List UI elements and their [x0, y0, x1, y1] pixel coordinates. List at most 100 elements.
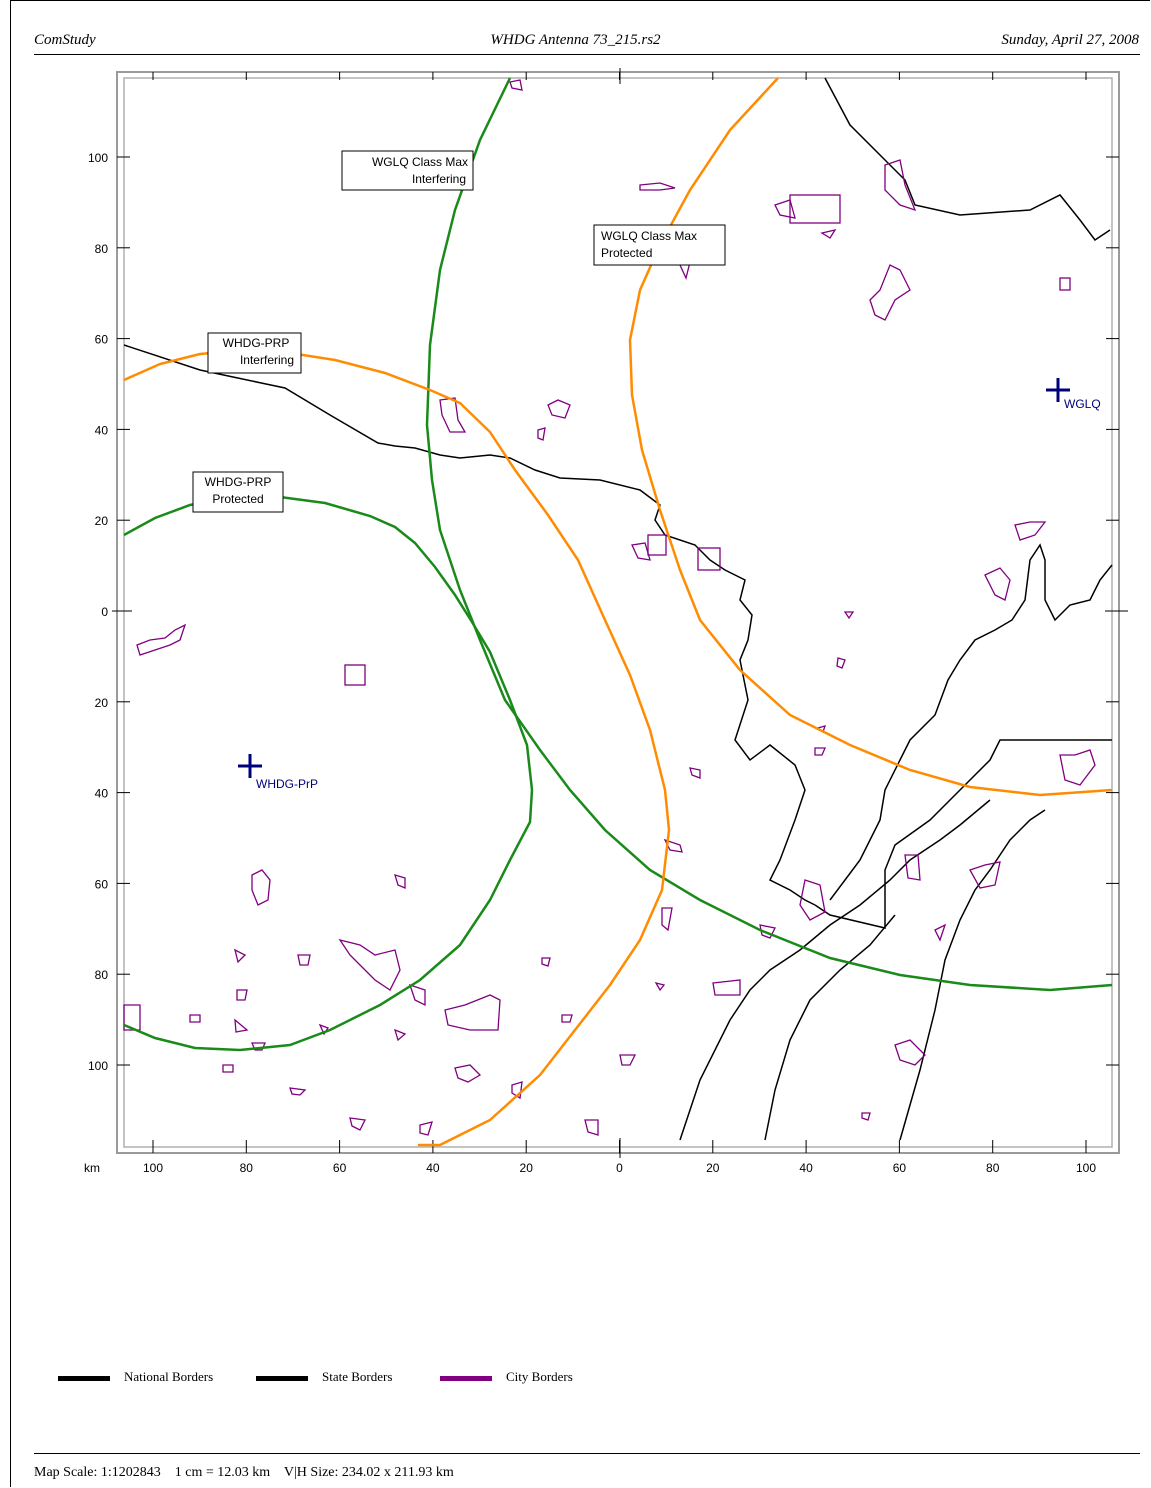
city-polygon — [349, 1117, 366, 1131]
y-tick-label: 80 — [95, 968, 109, 982]
city-polygon — [712, 979, 741, 996]
city-polygon — [509, 79, 523, 91]
legend-national-label: National Borders — [124, 1369, 214, 1384]
city-polygon — [393, 1028, 407, 1042]
x-tick-label: 60 — [333, 1161, 347, 1175]
city-borders — [123, 79, 1096, 1136]
city-polygon — [136, 623, 187, 656]
city-polygon — [639, 182, 676, 191]
legend-state: State Borders — [256, 1369, 392, 1385]
shoreline-east-2 — [829, 543, 1113, 901]
city-polygon — [344, 664, 366, 686]
city-polygon — [547, 399, 571, 419]
city-polygon — [1059, 277, 1071, 291]
document-title: WHDG Antenna 73_215.rs2 — [490, 32, 661, 48]
legend-city: City Borders — [440, 1369, 573, 1385]
city-polygon — [789, 194, 841, 224]
map-frame-outer — [116, 71, 1120, 1154]
city-polygon — [894, 1039, 926, 1066]
city-polygon — [439, 397, 467, 433]
city-polygon — [408, 983, 426, 1007]
national-border-line — [123, 344, 816, 906]
legend-swatch-state — [256, 1375, 308, 1381]
city-polygon — [631, 542, 651, 561]
y-tick-label: 40 — [95, 787, 109, 801]
station-wglq[interactable]: WGLQ — [1046, 378, 1101, 411]
city-polygon — [647, 534, 667, 556]
city-polygon — [689, 767, 701, 779]
coast-south-3 — [899, 809, 1046, 1141]
x-tick-label: 60 — [893, 1161, 907, 1175]
footer-rule — [34, 1453, 1140, 1454]
app-name: ComStudy — [34, 32, 96, 48]
city-polygon — [1014, 521, 1047, 541]
header-rule — [34, 54, 1140, 55]
whdg-protected-contour — [123, 494, 534, 1052]
station-whdg-label: WHDG-PrP — [256, 777, 318, 791]
whdg-interfering-contour — [425, 77, 1113, 992]
shoreline-east-1 — [824, 77, 1111, 242]
axis-ticks: 100 80 60 40 20 0 20 40 60 80 100 100 80 60 40 20 0 20 40 6… — [88, 72, 1119, 1175]
city-polygon — [444, 994, 501, 1031]
city-polygon — [561, 1014, 573, 1023]
city-polygon — [869, 264, 911, 321]
contour-label-line2: Interfering — [412, 172, 466, 186]
city-polygon — [541, 957, 551, 967]
x-tick-label: 100 — [143, 1161, 163, 1175]
city-polygon — [843, 611, 855, 620]
legend-city-label: City Borders — [506, 1369, 573, 1384]
x-tick-label: 80 — [240, 1161, 254, 1175]
y-tick-label: 20 — [95, 696, 109, 710]
borders — [123, 77, 1113, 1141]
y-tick-label: 100 — [88, 151, 108, 165]
contour-label-line1: WGLQ Class Max — [372, 155, 468, 169]
contour-label-whdg-interfering: WHDG-PRP Interfering — [207, 332, 302, 374]
city-polygon — [222, 1064, 234, 1073]
contour-label-whdg-protected: WHDG-PRP Protected — [192, 471, 284, 513]
state-line-east — [814, 739, 1112, 929]
contour-label-line1: WHDG-PRP — [223, 336, 290, 350]
city-polygon — [537, 427, 546, 441]
station-wglq-label: WGLQ — [1064, 397, 1101, 411]
city-polygon — [904, 854, 921, 881]
city-polygon — [419, 1121, 433, 1136]
city-polygon — [454, 1064, 482, 1083]
city-polygon — [663, 838, 683, 853]
report-date: Sunday, April 27, 2008 — [1001, 32, 1139, 48]
legend-state-label: State Borders — [322, 1369, 393, 1384]
coast-south-1 — [679, 799, 991, 1141]
city-polygon — [661, 907, 673, 932]
city-polygon — [123, 1004, 141, 1031]
x-tick-label: 80 — [986, 1161, 1000, 1175]
x-tick-label: 0 — [616, 1161, 623, 1175]
city-polygon — [189, 1014, 201, 1023]
city-polygon — [820, 229, 837, 239]
coast-south-2 — [764, 914, 896, 1141]
legend-swatch-national — [58, 1375, 110, 1381]
y-tick-label: 60 — [95, 877, 109, 891]
city-polygon — [934, 923, 947, 942]
legend-national: National Borders — [58, 1369, 213, 1385]
city-polygon — [774, 199, 796, 219]
city-polygon — [584, 1119, 599, 1136]
x-tick-label: 20 — [706, 1161, 720, 1175]
city-polygon — [1059, 749, 1096, 786]
x-tick-label: 20 — [520, 1161, 534, 1175]
contour-label-line2: Interfering — [240, 353, 294, 367]
y-tick-label: 60 — [95, 333, 109, 347]
city-polygon — [654, 981, 666, 992]
city-polygon — [289, 1087, 307, 1096]
axis-unit-label: km — [84, 1161, 100, 1175]
map-scale-info: Map Scale: 1:1202843 1 cm = 12.03 km V|H… — [34, 1465, 454, 1480]
page-frame — [10, 0, 1150, 1487]
city-polygon — [969, 861, 1001, 889]
contour-label-line1: WGLQ Class Max — [601, 229, 697, 243]
city-polygon — [814, 747, 826, 756]
city-polygon — [511, 1081, 523, 1100]
x-tick-label: 100 — [1076, 1161, 1096, 1175]
y-tick-label: 20 — [95, 514, 109, 528]
city-polygon — [236, 989, 248, 1001]
station-whdg[interactable]: WHDG-PrP — [238, 754, 318, 791]
city-polygon — [861, 1112, 871, 1121]
